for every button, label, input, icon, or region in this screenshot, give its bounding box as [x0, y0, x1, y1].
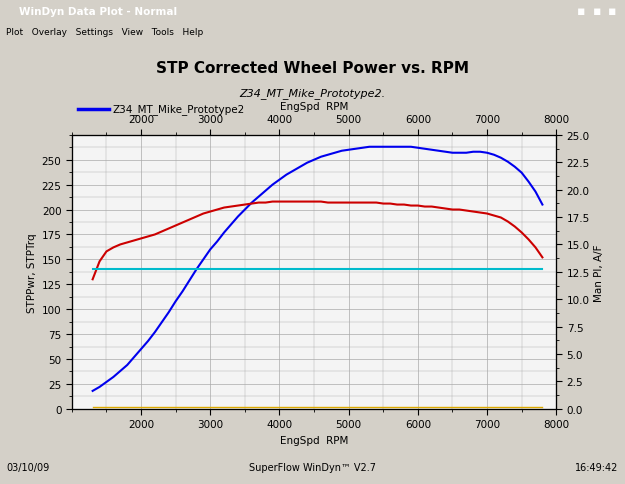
Y-axis label: Man Pl, A/F: Man Pl, A/F [594, 243, 604, 301]
Text: 03/10/09: 03/10/09 [6, 462, 49, 472]
Text: ▪: ▪ [592, 5, 601, 18]
Text: Z34_MT_Mike_Prototype2: Z34_MT_Mike_Prototype2 [112, 104, 245, 115]
Text: WinDyn Data Plot - Normal: WinDyn Data Plot - Normal [19, 7, 177, 16]
Text: ▪: ▪ [577, 5, 586, 18]
X-axis label: EngSpd  RPM: EngSpd RPM [280, 102, 348, 112]
Text: ▪: ▪ [608, 5, 617, 18]
Text: Plot   Overlay   Settings   View   Tools   Help: Plot Overlay Settings View Tools Help [6, 28, 204, 37]
Y-axis label: STPPwr, STPTrq: STPPwr, STPTrq [28, 232, 38, 312]
Text: Z34_MT_Mike_Prototype2.: Z34_MT_Mike_Prototype2. [239, 88, 386, 98]
Text: SuperFlow WinDyn™ V2.7: SuperFlow WinDyn™ V2.7 [249, 462, 376, 472]
X-axis label: EngSpd  RPM: EngSpd RPM [280, 435, 348, 445]
Text: 16:49:42: 16:49:42 [576, 462, 619, 472]
Text: STP Corrected Wheel Power vs. RPM: STP Corrected Wheel Power vs. RPM [156, 61, 469, 76]
